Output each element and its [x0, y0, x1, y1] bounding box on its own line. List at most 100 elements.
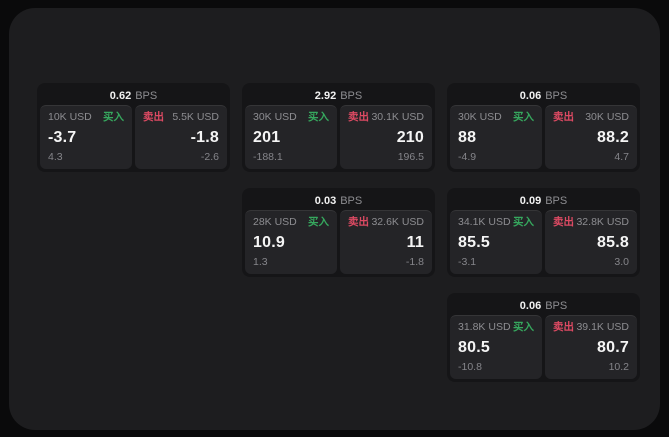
- buy-delta: -188.1: [253, 151, 283, 163]
- spread-bps-value: 0.06: [519, 89, 542, 102]
- sell-top-row: 卖出 30.1K USD: [348, 111, 424, 124]
- buy-quote-panel[interactable]: 28K USD 买入 10.9 1.3: [245, 210, 337, 274]
- sell-side-tag: 卖出: [348, 111, 369, 123]
- buy-quote-panel[interactable]: 31.8K USD 买入 80.5 -10.8: [450, 315, 542, 379]
- sell-delta: 10.2: [608, 361, 629, 373]
- sell-size-label: 30.1K USD: [371, 111, 424, 123]
- sell-price: 88.2: [597, 129, 629, 146]
- buy-price: 10.9: [253, 234, 285, 251]
- spread-bps-value: 0.62: [109, 89, 132, 102]
- bps-unit-label: BPS: [340, 194, 363, 207]
- spread-header: 0.62 BPS: [40, 86, 227, 105]
- buy-quote-panel[interactable]: 30K USD 买入 88 -4.9: [450, 105, 542, 169]
- quote-card: 0.06 BPS 31.8K USD 买入 80.5 -10.8 卖出 39.1…: [447, 293, 640, 382]
- buy-price: 201: [253, 129, 281, 146]
- spread-header: 0.09 BPS: [450, 191, 637, 210]
- quote-card-body: 30K USD 买入 201 -188.1 卖出 30.1K USD 210 1…: [245, 105, 432, 169]
- buy-delta: -10.8: [458, 361, 482, 373]
- buy-quote-panel[interactable]: 34.1K USD 买入 85.5 -3.1: [450, 210, 542, 274]
- spread-bps-value: 0.06: [519, 299, 542, 312]
- quote-card: 0.06 BPS 30K USD 买入 88 -4.9 卖出 30K USD 8…: [447, 83, 640, 172]
- buy-price: 80.5: [458, 339, 490, 356]
- buy-top-row: 30K USD 买入: [253, 111, 329, 124]
- bps-unit-label: BPS: [545, 299, 568, 312]
- buy-size-label: 30K USD: [458, 111, 502, 123]
- sell-top-row: 卖出 5.5K USD: [143, 111, 219, 124]
- sell-quote-panel[interactable]: 卖出 32.6K USD 11 -1.8: [340, 210, 432, 274]
- buy-price: 88: [458, 129, 477, 146]
- spread-bps-value: 0.09: [519, 194, 542, 207]
- sell-delta: 4.7: [614, 151, 629, 163]
- quote-card: 0.03 BPS 28K USD 买入 10.9 1.3 卖出 32.6K US…: [242, 188, 435, 277]
- buy-side-tag: 买入: [308, 216, 329, 228]
- sell-price: 11: [406, 234, 424, 251]
- quote-card-body: 31.8K USD 买入 80.5 -10.8 卖出 39.1K USD 80.…: [450, 315, 637, 379]
- sell-size-label: 32.6K USD: [371, 216, 424, 228]
- sell-price: 80.7: [597, 339, 629, 356]
- sell-price: 210: [396, 129, 424, 146]
- buy-size-label: 28K USD: [253, 216, 297, 228]
- quote-card-body: 28K USD 买入 10.9 1.3 卖出 32.6K USD 11 -1.8: [245, 210, 432, 274]
- sell-size-label: 32.8K USD: [576, 216, 629, 228]
- sell-delta: 3.0: [614, 256, 629, 268]
- sell-delta: 196.5: [397, 151, 424, 163]
- sell-size-label: 39.1K USD: [576, 321, 629, 333]
- buy-quote-panel[interactable]: 10K USD 买入 -3.7 4.3: [40, 105, 132, 169]
- buy-delta: -3.1: [458, 256, 477, 268]
- sell-top-row: 卖出 39.1K USD: [553, 321, 629, 334]
- buy-delta: -4.9: [458, 151, 477, 163]
- bps-unit-label: BPS: [340, 89, 363, 102]
- buy-price: 85.5: [458, 234, 490, 251]
- buy-top-row: 28K USD 买入: [253, 216, 329, 229]
- buy-size-label: 34.1K USD: [458, 216, 511, 228]
- sell-top-row: 卖出 32.6K USD: [348, 216, 424, 229]
- sell-price: -1.8: [190, 129, 219, 146]
- buy-size-label: 31.8K USD: [458, 321, 511, 333]
- sell-top-row: 卖出 30K USD: [553, 111, 629, 124]
- buy-size-label: 10K USD: [48, 111, 92, 123]
- sell-quote-panel[interactable]: 卖出 30.1K USD 210 196.5: [340, 105, 432, 169]
- quote-card: 2.92 BPS 30K USD 买入 201 -188.1 卖出 30.1K …: [242, 83, 435, 172]
- buy-side-tag: 买入: [103, 111, 124, 123]
- buy-side-tag: 买入: [513, 321, 534, 333]
- sell-side-tag: 卖出: [348, 216, 369, 228]
- bps-unit-label: BPS: [545, 194, 568, 207]
- buy-quote-panel[interactable]: 30K USD 买入 201 -188.1: [245, 105, 337, 169]
- sell-quote-panel[interactable]: 卖出 5.5K USD -1.8 -2.6: [135, 105, 227, 169]
- sell-side-tag: 卖出: [553, 216, 574, 228]
- spread-bps-value: 0.03: [314, 194, 337, 207]
- sell-size-label: 30K USD: [585, 111, 629, 123]
- buy-delta: 1.3: [253, 256, 268, 268]
- sell-price: 85.8: [597, 234, 629, 251]
- quote-card: 0.09 BPS 34.1K USD 买入 85.5 -3.1 卖出 32.8K…: [447, 188, 640, 277]
- buy-top-row: 30K USD 买入: [458, 111, 534, 124]
- sell-quote-panel[interactable]: 卖出 30K USD 88.2 4.7: [545, 105, 637, 169]
- spread-header: 0.03 BPS: [245, 191, 432, 210]
- quote-card: 0.62 BPS 10K USD 买入 -3.7 4.3 卖出 5.5K USD…: [37, 83, 230, 172]
- quote-card-body: 34.1K USD 买入 85.5 -3.1 卖出 32.8K USD 85.8…: [450, 210, 637, 274]
- spread-header: 0.06 BPS: [450, 296, 637, 315]
- buy-side-tag: 买入: [513, 111, 534, 123]
- buy-side-tag: 买入: [308, 111, 329, 123]
- buy-top-row: 31.8K USD 买入: [458, 321, 534, 334]
- sell-top-row: 卖出 32.8K USD: [553, 216, 629, 229]
- buy-top-row: 10K USD 买入: [48, 111, 124, 124]
- buy-delta: 4.3: [48, 151, 63, 163]
- sell-side-tag: 卖出: [143, 111, 164, 123]
- quote-card-body: 30K USD 买入 88 -4.9 卖出 30K USD 88.2 4.7: [450, 105, 637, 169]
- sell-size-label: 5.5K USD: [172, 111, 219, 123]
- buy-size-label: 30K USD: [253, 111, 297, 123]
- bps-unit-label: BPS: [545, 89, 568, 102]
- quotes-panel: 0.62 BPS 10K USD 买入 -3.7 4.3 卖出 5.5K USD…: [9, 8, 660, 430]
- sell-delta: -1.8: [405, 256, 424, 268]
- buy-price: -3.7: [48, 129, 77, 146]
- sell-delta: -2.6: [200, 151, 219, 163]
- cards-grid: 0.62 BPS 10K USD 买入 -3.7 4.3 卖出 5.5K USD…: [37, 83, 640, 382]
- spread-header: 0.06 BPS: [450, 86, 637, 105]
- buy-side-tag: 买入: [513, 216, 534, 228]
- sell-quote-panel[interactable]: 卖出 32.8K USD 85.8 3.0: [545, 210, 637, 274]
- quote-card-body: 10K USD 买入 -3.7 4.3 卖出 5.5K USD -1.8 -2.…: [40, 105, 227, 169]
- spread-bps-value: 2.92: [314, 89, 337, 102]
- buy-top-row: 34.1K USD 买入: [458, 216, 534, 229]
- sell-quote-panel[interactable]: 卖出 39.1K USD 80.7 10.2: [545, 315, 637, 379]
